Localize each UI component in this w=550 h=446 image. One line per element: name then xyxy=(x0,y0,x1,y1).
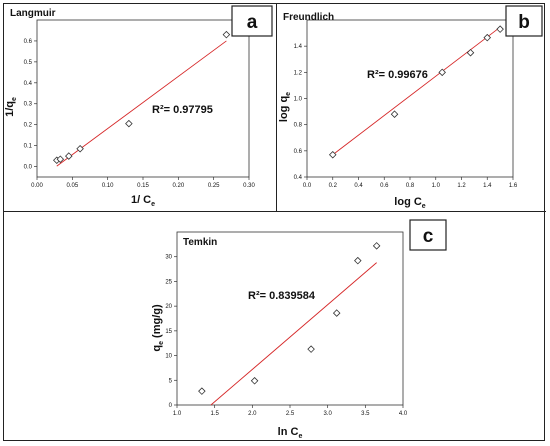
data-point xyxy=(390,110,399,118)
data-point xyxy=(483,33,492,42)
y-tick-label: 0.2 xyxy=(24,123,33,129)
panel-letter: c xyxy=(423,226,434,247)
y-tick-label: 1.0 xyxy=(294,97,303,103)
y-tick-label: 0.3 xyxy=(24,102,33,108)
x-tick-label: 0.25 xyxy=(208,183,220,189)
data-point xyxy=(438,68,446,77)
x-tick-label: 0.6 xyxy=(380,183,389,189)
y-tick-label: 20 xyxy=(165,304,172,310)
y-tick-label: 0.4 xyxy=(24,81,33,87)
data-point xyxy=(496,25,504,33)
data-point xyxy=(354,256,362,265)
panel-divider-vertical xyxy=(276,3,278,212)
x-tick-label: 1.0 xyxy=(173,411,182,417)
y-tick-label: 0.1 xyxy=(24,144,33,150)
x-tick-label: 0.10 xyxy=(102,183,114,189)
y-tick-label: 0.6 xyxy=(294,149,303,155)
y-tick-label: 0.0 xyxy=(24,165,33,171)
x-tick-label: 2.0 xyxy=(248,411,257,417)
fit-line xyxy=(56,40,227,167)
x-tick-label: 1.5 xyxy=(210,411,219,417)
fit-line xyxy=(210,262,377,406)
x-tick-label: 3.0 xyxy=(323,411,332,417)
x-axis-label: 1/ Ce xyxy=(131,194,155,208)
plot-area xyxy=(306,19,514,178)
data-point xyxy=(466,48,475,57)
y-tick-label: 15 xyxy=(165,329,172,335)
x-tick-label: 1.4 xyxy=(483,183,492,189)
x-tick-label: 1.0 xyxy=(432,183,441,189)
x-tick-label: 4.0 xyxy=(399,411,408,417)
y-axis-label: 1/qe xyxy=(4,97,18,117)
r2-annotation: R²= 0.97795 xyxy=(152,104,213,116)
data-point xyxy=(307,345,315,353)
panel-letter: a xyxy=(247,12,258,33)
panel-divider-horizontal xyxy=(3,211,546,213)
x-tick-label: 0.05 xyxy=(66,183,78,189)
data-point xyxy=(332,309,341,317)
plot-area xyxy=(176,231,404,406)
y-tick-label: 0.6 xyxy=(24,39,33,45)
y-tick-label: 0 xyxy=(169,403,173,409)
y-tick-label: 0.8 xyxy=(294,123,303,129)
data-point xyxy=(76,144,84,153)
data-point xyxy=(328,150,337,159)
data-point xyxy=(222,30,231,39)
x-tick-label: 0.0 xyxy=(303,183,312,189)
fit-line xyxy=(332,26,501,156)
y-tick-label: 0.5 xyxy=(24,60,33,66)
panel-letter: b xyxy=(518,12,530,33)
x-tick-label: 0.20 xyxy=(172,183,184,189)
panel-letter-box xyxy=(505,5,543,37)
data-point xyxy=(125,119,133,128)
x-tick-label: 0.30 xyxy=(243,183,255,189)
y-tick-label: 1.4 xyxy=(294,44,303,50)
chart-title: Freundlich xyxy=(283,12,334,23)
x-axis-label: ln Ce xyxy=(278,426,303,440)
r2-annotation: R²= 0.839584 xyxy=(248,290,316,302)
panel-letter-box xyxy=(231,5,273,37)
data-point xyxy=(65,152,73,160)
langmuir-chart: 0.00 0.05 0.10 0.15 0.20 0.25 0.30 0.0 0.1 0.2 0.3… xyxy=(4,5,273,208)
x-tick-label: 3.5 xyxy=(361,411,370,417)
chart-title: Langmuir xyxy=(10,8,56,19)
data-point xyxy=(250,377,259,385)
freundlich-chart: 0.0 0.2 0.4 0.6 0.8 1.0 1.2 1.4 1.6 0.4 0.6 0.8 1.0 1… xyxy=(278,5,543,210)
data-point xyxy=(372,242,381,250)
x-tick-label: 0.4 xyxy=(354,183,363,189)
y-tick-label: 1.2 xyxy=(294,70,303,76)
y-tick-label: 10 xyxy=(165,354,172,360)
data-point xyxy=(56,155,65,163)
x-tick-label: 1.6 xyxy=(509,183,518,189)
y-tick-label: 30 xyxy=(165,255,172,261)
x-tick-label: 2.5 xyxy=(286,411,295,417)
y-tick-label: 25 xyxy=(165,279,172,285)
x-tick-label: 0.15 xyxy=(137,183,149,189)
data-point xyxy=(198,387,206,395)
y-axis-label: log qe xyxy=(278,92,292,122)
y-tick-label: 5 xyxy=(169,378,173,384)
chart-title: Temkin xyxy=(183,237,217,248)
temkin-chart: 1.0 1.5 2.0 2.5 3.0 3.5 4.0 0 5 10 15 20 25 30 Temkin R… xyxy=(151,219,447,440)
x-axis-label: log Ce xyxy=(394,196,426,210)
x-tick-label: 0.00 xyxy=(31,183,43,189)
y-tick-label: 0.4 xyxy=(294,175,303,181)
y-axis-label: qe (mg/g) xyxy=(151,304,165,352)
x-tick-label: 0.8 xyxy=(406,183,415,189)
figure-frame xyxy=(3,3,545,441)
x-tick-label: 0.2 xyxy=(329,183,338,189)
panel-letter-box xyxy=(409,219,447,251)
r2-annotation: R²= 0.99676 xyxy=(367,69,428,81)
x-tick-label: 1.2 xyxy=(457,183,466,189)
